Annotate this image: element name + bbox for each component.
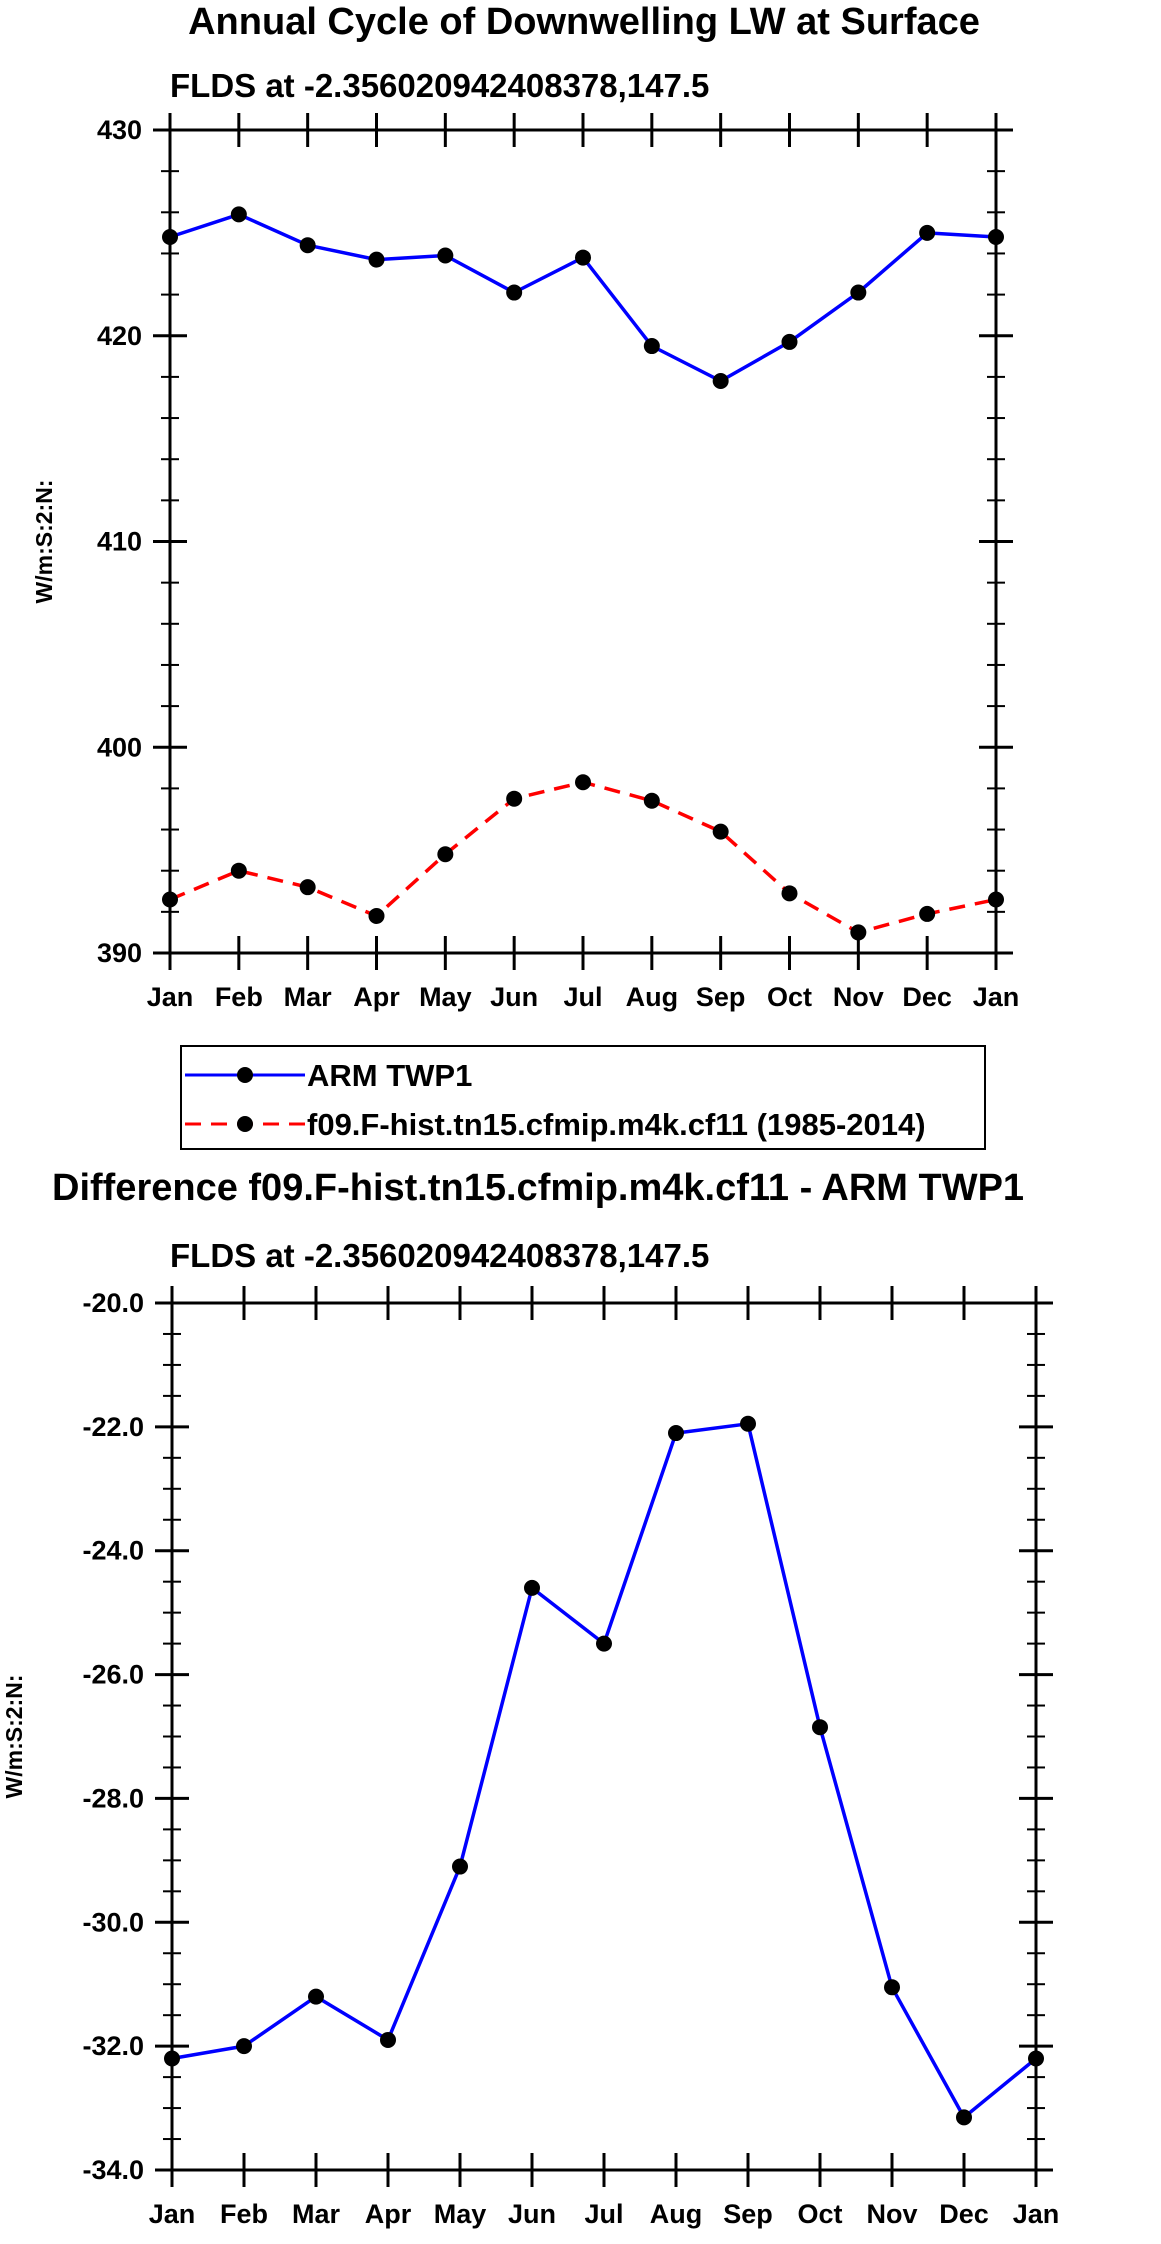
data-point [308, 1988, 324, 2005]
data-point [812, 1719, 828, 1736]
data-point [162, 228, 178, 245]
data-point [230, 862, 247, 879]
data-point [919, 224, 936, 241]
data-point [164, 2050, 180, 2067]
series-line-0 [169, 212, 997, 383]
data-point [668, 1425, 684, 1442]
x-tick-label: Sep [696, 982, 746, 1012]
y-tick-label: 400 [97, 732, 142, 762]
x-tick-label: Apr [353, 982, 400, 1012]
data-point [919, 905, 936, 922]
data-point [575, 774, 591, 791]
data-point [299, 879, 316, 896]
y-tick-label: 410 [97, 527, 142, 557]
x-tick-label: Dec [902, 982, 952, 1012]
chart2-title: Difference f09.F-hist.tn15.cfmip.m4k.cf1… [52, 1167, 1024, 1209]
data-point [1028, 2050, 1044, 2067]
y-axis-label: W/m:S:2:N: [1, 1675, 27, 1799]
x-tick-label: Feb [220, 2199, 268, 2229]
x-tick-label: Aug [650, 2199, 702, 2229]
x-tick-label: Jul [584, 2199, 623, 2229]
chart2-subtitle: FLDS at -2.356020942408378,147.5 [170, 1237, 709, 1274]
data-point [643, 792, 660, 809]
y-axis-label: W/m:S:2:N: [31, 480, 57, 604]
data-point [368, 907, 385, 924]
legend-marker-arm [237, 1067, 253, 1083]
legend-label-arm: ARM TWP1 [307, 1058, 472, 1093]
chart1-subtitle: FLDS at -2.356020942408378,147.5 [170, 67, 709, 104]
data-point [575, 249, 591, 266]
x-tick-label: Jun [508, 2199, 556, 2229]
series-line-0 [171, 1422, 1038, 2120]
plot-frame [170, 1301, 1038, 2172]
data-point [850, 284, 867, 301]
x-tick-label: Sep [723, 2199, 773, 2229]
y-tick-label: -22.0 [82, 1412, 144, 1442]
y-tick-label: -24.0 [82, 1536, 144, 1566]
x-tick-label: Mar [292, 2199, 341, 2229]
y-tick-label: -20.0 [82, 1288, 144, 1318]
data-point [712, 373, 729, 390]
x-tick-label: Jan [973, 982, 1020, 1012]
x-tick-label: Mar [284, 982, 333, 1012]
data-point [506, 284, 523, 301]
x-tick-label: Jul [563, 982, 602, 1012]
y-tick-label: 420 [97, 321, 142, 351]
chart1-title: Annual Cycle of Downwelling LW at Surfac… [188, 1, 980, 43]
y-tick-label: -28.0 [82, 1783, 144, 1813]
x-tick-label: Jun [490, 982, 538, 1012]
data-point [781, 885, 798, 902]
data-point [524, 1579, 540, 1596]
x-tick-label: Nov [833, 982, 884, 1012]
data-point [380, 2031, 396, 2048]
data-point [884, 1979, 900, 1996]
x-tick-label: Jan [1013, 2199, 1060, 2229]
chart1-plot: 390 400 410 420 430 Jan Feb Mar Apr May Jun Jul Aug S… [31, 113, 1019, 1012]
data-point [956, 2109, 972, 2126]
x-tick-label: Nov [866, 2199, 917, 2229]
legend-label-model: f09.F-hist.tn15.cfmip.m4k.cf11 (1985-201… [307, 1107, 926, 1142]
series-line-1 [169, 780, 997, 935]
x-tick-label: Jan [147, 982, 194, 1012]
x-tick-label: May [419, 982, 472, 1012]
y-tick-label: 430 [97, 115, 142, 145]
x-tick-label: Jan [149, 2199, 196, 2229]
data-point [230, 206, 247, 223]
data-point [988, 891, 1004, 908]
data-point [988, 228, 1004, 245]
data-point [437, 846, 454, 863]
x-tick-label: Oct [797, 2199, 842, 2229]
legend-box [180, 1045, 986, 1150]
y-tick-label: 390 [97, 938, 142, 968]
x-tick-label: Dec [939, 2199, 989, 2229]
data-point [368, 251, 385, 268]
data-point [162, 891, 178, 908]
legend-marker-model [237, 1116, 253, 1132]
data-point [850, 924, 867, 941]
y-tick-label: -34.0 [82, 2155, 144, 2185]
y-tick-label: -26.0 [82, 1660, 144, 1690]
data-point [452, 1858, 468, 1875]
data-point [506, 790, 523, 807]
data-point [740, 1415, 756, 1432]
data-point [781, 333, 798, 350]
data-point [712, 823, 729, 840]
chart2-plot: -34.0 -32.0 -30.0 -28.0 -26.0 -24.0 -22.0 -20.0… [1, 1286, 1059, 2229]
y-tick-label: -32.0 [82, 2031, 144, 2061]
data-point [643, 338, 660, 355]
y-tick-label: -30.0 [82, 1907, 144, 1937]
chart1-legend: ARM TWP1 f09.F-hist.tn15.cfmip.m4k.cf11 … [180, 1045, 986, 1150]
x-tick-label: Feb [215, 982, 263, 1012]
data-point [596, 1635, 612, 1652]
data-point [299, 237, 316, 254]
x-tick-label: Oct [767, 982, 812, 1012]
x-tick-label: Aug [626, 982, 678, 1012]
x-tick-label: May [434, 2199, 487, 2229]
x-tick-label: Apr [365, 2199, 412, 2229]
data-point [437, 247, 454, 264]
data-point [236, 2038, 252, 2055]
